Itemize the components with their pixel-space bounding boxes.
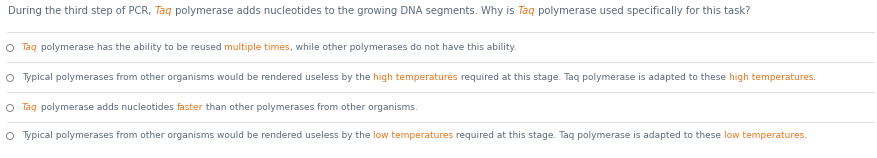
Text: polymerase adds nucleotides to the growing DNA segments. Why is: polymerase adds nucleotides to the growi… — [172, 6, 517, 16]
Text: high temperatures: high temperatures — [373, 73, 457, 82]
Text: polymerase adds nucleotides: polymerase adds nucleotides — [38, 103, 176, 112]
Text: Taq: Taq — [22, 103, 38, 112]
Text: polymerase used specifically for this task?: polymerase used specifically for this ta… — [535, 6, 750, 16]
Text: high temperatures: high temperatures — [728, 73, 812, 82]
Text: During the third step of PCR,: During the third step of PCR, — [8, 6, 154, 16]
Text: Taq: Taq — [154, 6, 172, 16]
Text: polymerase has the ability to be reused: polymerase has the ability to be reused — [38, 43, 224, 52]
Text: faster: faster — [176, 103, 203, 112]
Text: than other polymerases from other organisms.: than other polymerases from other organi… — [203, 103, 417, 112]
Text: low temperatures: low temperatures — [373, 131, 453, 140]
Text: required at this stage. Taq polymerase is adapted to these: required at this stage. Taq polymerase i… — [453, 131, 724, 140]
Text: required at this stage. Taq polymerase is adapted to these: required at this stage. Taq polymerase i… — [457, 73, 728, 82]
Text: .: . — [812, 73, 816, 82]
Text: Typical polymerases from other organisms would be rendered useless by the: Typical polymerases from other organisms… — [22, 73, 373, 82]
Text: , while other polymerases do not have this ability.: , while other polymerases do not have th… — [289, 43, 516, 52]
Text: Taq: Taq — [517, 6, 535, 16]
Text: .: . — [803, 131, 807, 140]
Text: Taq: Taq — [22, 43, 38, 52]
Text: multiple times: multiple times — [224, 43, 289, 52]
Text: Typical polymerases from other organisms would be rendered useless by the: Typical polymerases from other organisms… — [22, 131, 373, 140]
Text: low temperatures: low temperatures — [724, 131, 803, 140]
